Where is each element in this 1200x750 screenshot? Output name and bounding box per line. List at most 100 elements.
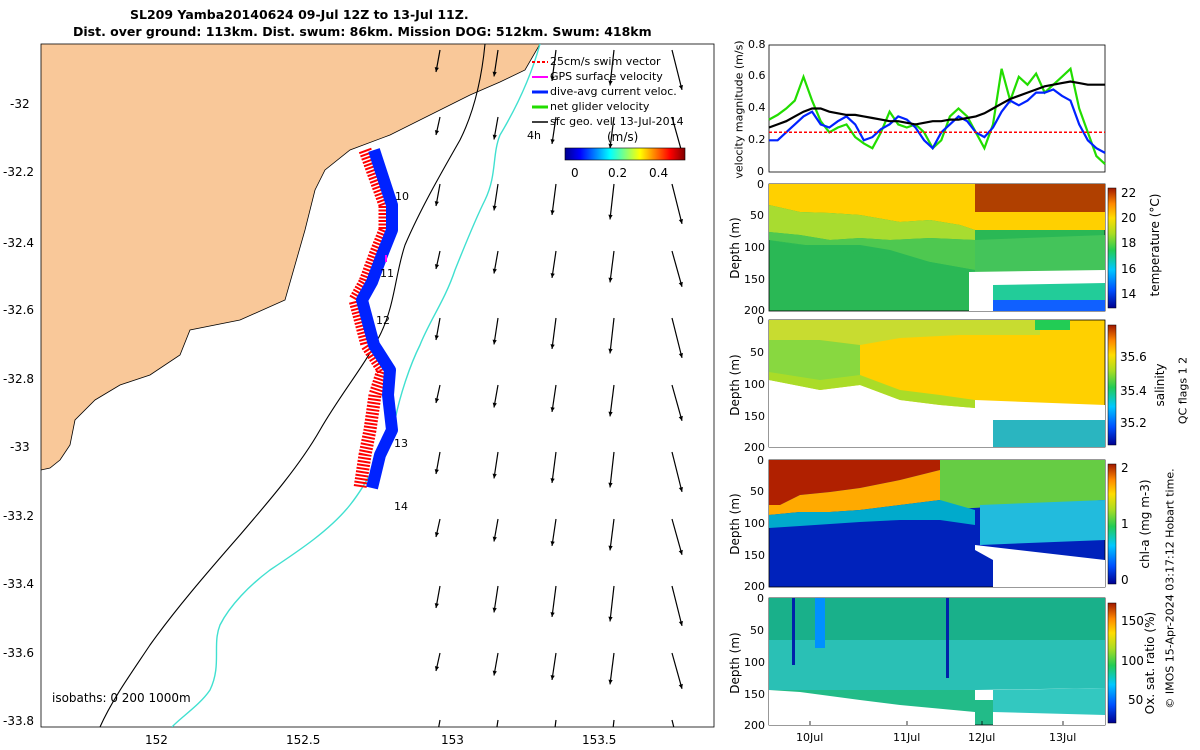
lon-tick-3: 153.5 — [582, 733, 617, 747]
vel-ylabel: velocity magnitude (m/s) — [732, 40, 746, 179]
velocity-series-sfc-geo-vel- — [768, 80, 1105, 129]
geo-velocity-arrow — [554, 719, 557, 727]
geo-velocity-arrow — [671, 183, 683, 224]
geo-velocity-arrowhead — [550, 478, 555, 483]
chl-depth-4: 200 — [744, 580, 765, 593]
geo-velocity-arrowhead — [678, 352, 683, 358]
ox-ylabel: Depth (m) — [728, 632, 742, 694]
chl-depth-3: 150 — [744, 549, 765, 562]
geo-velocity-arrow — [671, 652, 683, 690]
geo-velocity-arrowhead — [608, 679, 613, 685]
geo-velocity-arrowhead — [434, 67, 439, 72]
geo-velocity-arrow — [609, 451, 615, 488]
glider-track-swim-vectors — [348, 147, 392, 489]
geo-velocity-arrowhead — [550, 541, 555, 546]
geo-velocity-arrowhead — [678, 415, 683, 421]
ox-depth-3: 150 — [744, 688, 765, 701]
chl-colorbar — [1107, 463, 1117, 585]
day-label-12: 12 — [376, 314, 390, 327]
sal-depth-0: 0 — [757, 314, 764, 327]
map-legend — [532, 61, 548, 123]
geo-velocity-arrow — [671, 719, 675, 727]
temperature-panel — [768, 183, 1106, 312]
lat-tick-7: -33.4 — [3, 577, 35, 591]
surface-geostrophic-velocity-arrows — [434, 49, 683, 727]
geo-velocity-arrowhead — [608, 143, 613, 149]
geo-velocity-arrowhead — [678, 549, 683, 555]
temp-cb-0: 22 — [1121, 186, 1137, 200]
geo-velocity-arrow — [671, 384, 683, 422]
legend-gps-velocity: GPS surface velocity — [550, 70, 663, 83]
geo-velocity-arrowhead — [434, 130, 440, 135]
glider-track-map — [40, 43, 715, 728]
lat-tick-2: -32.4 — [3, 236, 35, 250]
ox-depth-4: 200 — [744, 719, 765, 732]
colorbar-tick-0: 0 — [571, 166, 579, 180]
temp-depth-3: 150 — [744, 273, 765, 286]
isobath-1000 — [99, 44, 486, 727]
chl-depth-1: 50 — [750, 485, 764, 498]
geo-velocity-arrow — [612, 719, 615, 727]
geo-velocity-arrow — [551, 49, 557, 82]
temp-cb-4: 14 — [1121, 287, 1137, 301]
geo-velocity-arrowhead — [550, 675, 555, 680]
oxygen-colorbar — [1107, 602, 1117, 724]
legend-dive-avg: dive-avg current veloc. — [550, 85, 677, 98]
time-tick-0: 10Jul — [796, 731, 824, 744]
time-tick-2: 12Jul — [968, 731, 996, 744]
chl-cb-2: 0 — [1121, 573, 1129, 587]
geo-velocity-arrow — [671, 518, 683, 556]
geo-velocity-arrow — [671, 49, 683, 90]
geo-velocity-arrowhead — [608, 545, 613, 551]
sal-cb-0: 35.6 — [1120, 350, 1147, 364]
chl-cb-0: 2 — [1121, 461, 1129, 475]
temp-cb-2: 18 — [1121, 236, 1137, 250]
geo-velocity-arrowhead — [550, 612, 555, 617]
temp-depth-0: 0 — [757, 178, 764, 191]
sal-cb-label: salinity — [1153, 363, 1167, 407]
geo-velocity-arrowhead — [434, 666, 440, 671]
geo-velocity-arrowhead — [678, 486, 683, 492]
oxygen-panel — [768, 597, 1106, 726]
geo-velocity-arrowhead — [492, 536, 497, 542]
vel-tick-3: 0.6 — [748, 69, 766, 82]
temp-cb-label: temperature (°C) — [1148, 193, 1162, 297]
lon-tick-0: 152 — [145, 733, 168, 747]
chl-depth-2: 100 — [744, 517, 765, 530]
sal-depth-2: 100 — [744, 378, 765, 391]
geo-velocity-arrowhead — [492, 402, 497, 408]
geo-velocity-arrowhead — [492, 268, 497, 274]
geo-velocity-arrowhead — [608, 616, 613, 622]
temperature-colorbar — [1107, 187, 1117, 309]
legend-net-velocity: net glider velocity — [550, 100, 650, 113]
geo-velocity-arrowhead — [492, 134, 497, 140]
geo-velocity-arrowhead — [550, 139, 555, 144]
sal-ylabel: Depth (m) — [728, 354, 742, 416]
isobaths-label: isobaths: 0 200 1000m — [52, 691, 191, 705]
geo-velocity-arrowhead — [608, 214, 613, 220]
geo-velocity-arrow — [609, 183, 615, 220]
ox-cb-2: 50 — [1128, 693, 1144, 707]
geo-velocity-arrow — [609, 317, 615, 354]
vel-tick-0: 0 — [757, 165, 764, 178]
ox-depth-0: 0 — [757, 592, 764, 605]
sal-depth-3: 150 — [744, 410, 765, 423]
velocity-colorbar — [564, 147, 686, 161]
geo-velocity-arrow — [551, 317, 557, 350]
geo-velocity-arrowhead — [608, 348, 613, 354]
geo-velocity-arrowhead — [492, 607, 497, 613]
imos-footer: © IMOS 15-Apr-2024 03:17:12 Hobart time. — [1163, 468, 1177, 709]
lon-tick-2: 153 — [441, 733, 464, 747]
lat-tick-6: -33.2 — [3, 509, 35, 523]
geo-velocity-arrowhead — [492, 205, 497, 211]
lat-tick-5: -33 — [10, 440, 30, 454]
chl-cb-label: chl-a (mg m-3) — [1138, 479, 1152, 569]
temp-depth-1: 50 — [750, 209, 764, 222]
title-line-1: SL209 Yamba20140624 09-Jul 12Z to 13-Jul… — [130, 7, 469, 22]
colorbar-tick-2: 0.4 — [649, 166, 669, 180]
geo-velocity-arrowhead — [492, 71, 497, 77]
geo-velocity-arrow — [438, 719, 441, 727]
vel-tick-1: 0.2 — [748, 133, 766, 146]
geo-velocity-arrow — [671, 250, 683, 288]
geo-velocity-arrowhead — [434, 398, 440, 403]
